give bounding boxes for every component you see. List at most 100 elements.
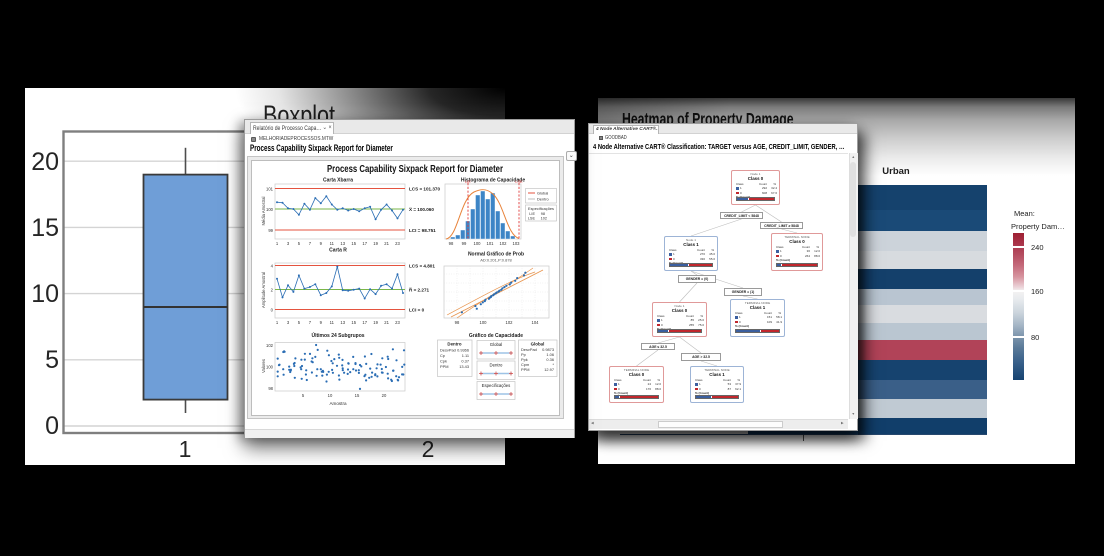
svg-text:11: 11 (330, 320, 335, 325)
svg-text:Carta R: Carta R (329, 248, 347, 254)
svg-text:15: 15 (31, 214, 59, 242)
svg-text:98: 98 (449, 241, 454, 246)
svg-text:3: 3 (287, 241, 290, 246)
svg-text:0.37: 0.37 (461, 359, 469, 364)
svg-text:Últimos 24 Subgrupos: Últimos 24 Subgrupos (311, 332, 364, 339)
svg-text:4: 4 (271, 264, 274, 269)
svg-text:102: 102 (541, 217, 547, 221)
svg-text:Amplitude Amostral: Amplitude Amostral (261, 272, 266, 308)
svg-text:9: 9 (320, 320, 323, 325)
svg-text:104: 104 (532, 320, 540, 325)
svg-text:Média Amostral: Média Amostral (261, 197, 266, 226)
svg-text:15: 15 (355, 393, 360, 398)
svg-text:Process Capability Sixpack Rep: Process Capability Sixpack Report for Di… (327, 164, 503, 175)
svg-text:17: 17 (362, 241, 367, 246)
svg-text:98: 98 (455, 320, 460, 325)
svg-text:1: 1 (179, 436, 192, 462)
svg-text:13.43: 13.43 (459, 364, 469, 369)
svg-text:5: 5 (302, 393, 305, 398)
svg-text:0: 0 (45, 412, 59, 440)
svg-text:101: 101 (487, 241, 495, 246)
svg-text:*: * (552, 362, 554, 367)
svg-text:LCI = 98.751: LCI = 98.751 (409, 228, 436, 233)
svg-text:100: 100 (474, 241, 482, 246)
svg-text:5: 5 (298, 320, 301, 325)
svg-text:19: 19 (373, 241, 378, 246)
svg-text:R̅ = 2.271: R̅ = 2.271 (409, 287, 430, 293)
svg-text:Histograma de Capacidade: Histograma de Capacidade (461, 177, 525, 183)
svg-text:3: 3 (287, 320, 290, 325)
svg-text:100: 100 (266, 207, 274, 212)
svg-text:17: 17 (362, 320, 367, 325)
svg-text:20: 20 (31, 148, 59, 176)
svg-text:21: 21 (384, 320, 389, 325)
svg-text:99: 99 (268, 228, 273, 233)
svg-text:DesvPad: DesvPad (440, 348, 456, 353)
svg-text:21: 21 (384, 241, 389, 246)
svg-text:0.36: 0.36 (546, 357, 554, 362)
svg-text:Cpk: Cpk (440, 359, 447, 364)
svg-text:15: 15 (351, 241, 356, 246)
svg-text:Global: Global (537, 191, 548, 196)
svg-text:9: 9 (320, 241, 323, 246)
svg-text:1: 1 (276, 241, 279, 246)
svg-text:Especificações: Especificações (482, 383, 511, 388)
svg-text:Carta Xbarra: Carta Xbarra (323, 177, 353, 183)
svg-text:1.06: 1.06 (546, 352, 554, 357)
svg-text:Amostra: Amostra (329, 401, 347, 406)
svg-text:Cp: Cp (440, 353, 445, 358)
svg-text:98: 98 (268, 386, 273, 391)
svg-text:Normal Gráfico de Prob: Normal Gráfico de Prob (468, 252, 524, 258)
svg-text:0.9366: 0.9366 (457, 348, 469, 353)
svg-text:100: 100 (266, 365, 274, 370)
svg-text:5: 5 (298, 241, 301, 246)
svg-text:20: 20 (382, 393, 387, 398)
svg-text:LSE: LSE (528, 217, 536, 221)
svg-text:PPM: PPM (440, 364, 448, 369)
svg-text:LIE: LIE (529, 212, 535, 216)
svg-text:11: 11 (330, 241, 335, 246)
svg-text:10: 10 (328, 393, 333, 398)
svg-text:Gráfico de Capacidade: Gráfico de Capacidade (469, 333, 523, 339)
svg-text:12.97: 12.97 (544, 367, 554, 372)
svg-text:102: 102 (500, 241, 508, 246)
svg-text:X̅ = 100.060: X̅ = 100.060 (409, 206, 435, 212)
svg-text:LCS = 4.801: LCS = 4.801 (409, 264, 435, 269)
svg-text:Global: Global (531, 342, 545, 347)
svg-text:23: 23 (395, 320, 400, 325)
svg-text:LSE: LSE (515, 180, 523, 184)
svg-text:7: 7 (309, 320, 312, 325)
svg-text:LCS = 101.370: LCS = 101.370 (409, 187, 440, 192)
svg-text:Pp: Pp (521, 352, 526, 357)
svg-text:99: 99 (462, 241, 467, 246)
svg-text:Dentro: Dentro (490, 363, 504, 368)
svg-text:98: 98 (541, 212, 545, 216)
svg-text:1.11: 1.11 (462, 353, 469, 358)
svg-text:Ppk: Ppk (521, 357, 528, 362)
svg-text:5: 5 (45, 346, 59, 374)
svg-text:LIE: LIE (465, 180, 471, 184)
svg-text:Cpm: Cpm (521, 362, 529, 367)
svg-text:Valores: Valores (261, 359, 266, 373)
svg-text:DesvPad: DesvPad (521, 347, 537, 352)
svg-text:0.9873: 0.9873 (542, 347, 554, 352)
svg-text:PPM: PPM (521, 367, 529, 372)
svg-text:10: 10 (31, 280, 59, 308)
svg-text:13: 13 (340, 320, 345, 325)
svg-text:19: 19 (373, 320, 378, 325)
svg-text:15: 15 (351, 320, 356, 325)
svg-text:0: 0 (271, 308, 274, 313)
svg-text:Global: Global (490, 342, 502, 347)
svg-text:103: 103 (513, 241, 521, 246)
svg-text:Dentro: Dentro (447, 342, 461, 347)
svg-text:LCI = 0: LCI = 0 (409, 308, 425, 313)
svg-text:23: 23 (395, 241, 400, 246)
svg-text:101: 101 (266, 187, 274, 192)
svg-text:Dentro: Dentro (537, 197, 549, 202)
svg-text:13: 13 (340, 241, 345, 246)
svg-text:Especificações: Especificações (528, 206, 554, 211)
svg-text:102: 102 (506, 320, 514, 325)
svg-text:102: 102 (266, 343, 274, 348)
svg-text:1: 1 (276, 320, 279, 325)
svg-text:AD:0.201,P:0.878: AD:0.201,P:0.878 (480, 258, 512, 263)
